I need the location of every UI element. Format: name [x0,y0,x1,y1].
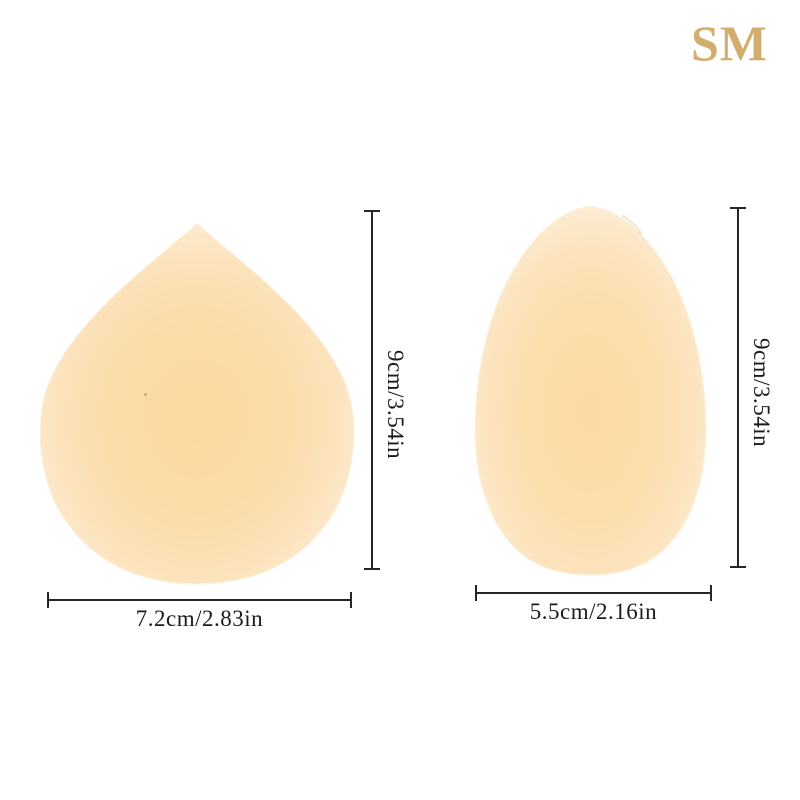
teardrop-shape [39,223,355,584]
width-dimension-label-right: 5.5cm/2.16in [529,599,658,624]
egg-shape [474,206,707,575]
height-dimension-label-left: 9cm/3.54in [383,350,408,460]
egg-pad-image [474,206,707,575]
width-dimension-line-left [47,592,352,608]
height-dimension-label-right: 9cm/3.54in [749,338,774,448]
height-dimension-line-right [730,207,746,568]
brand-logo: SM [691,15,768,71]
width-dimension-line-right [475,585,712,601]
teardrop-pad-image [39,223,355,584]
width-dimension-label-left: 7.2cm/2.83in [135,606,264,631]
height-dimension-line-left [364,210,380,570]
dust-speck [144,393,147,396]
egg-crease [621,214,642,235]
